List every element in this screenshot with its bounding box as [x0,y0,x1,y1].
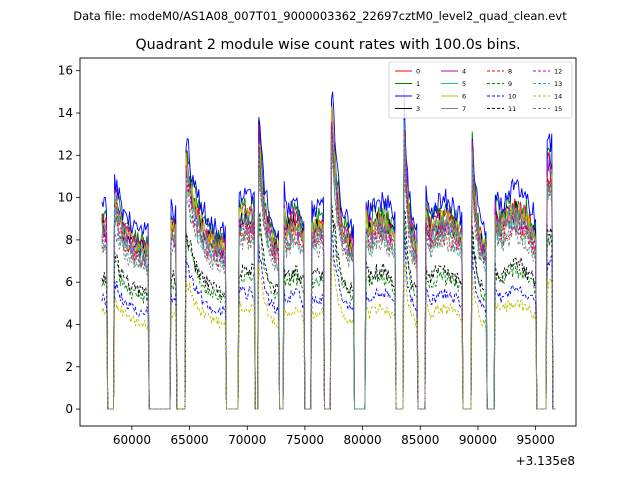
legend-label: 5 [462,80,466,88]
legend-label: 2 [416,93,420,101]
chart-suptitle: Data file: modeM0/AS1A08_007T01_90000033… [73,9,567,23]
x-tick-label: 60000 [113,433,151,447]
legend-label: 10 [508,93,516,101]
y-tick-label: 10 [58,191,73,205]
y-tick-label: 14 [58,106,73,120]
legend-label: 1 [416,80,420,88]
legend-label: 11 [508,105,516,113]
x-offset-label: +3.135e8 [516,454,575,468]
legend-label: 15 [554,105,562,113]
series-line [101,196,556,410]
legend-label: 13 [554,80,562,88]
y-tick-label: 4 [65,317,73,331]
x-tick-label: 95000 [517,433,555,447]
chart-title: Quadrant 2 module wise count rates with … [135,37,520,53]
legend-label: 3 [416,105,420,113]
y-tick-label: 16 [58,64,73,78]
legend-label: 12 [554,68,562,76]
legend-label: 8 [508,68,512,76]
legend-label: 7 [462,105,466,113]
legend-label: 6 [462,93,466,101]
x-tick-label: 75000 [286,433,324,447]
legend-label: 0 [416,68,420,76]
series-lines [101,86,556,410]
series-line [101,122,556,410]
plot-frame [79,57,577,427]
x-tick-label: 90000 [459,433,497,447]
axis-ticks: 60000 65000 70000 75000 80000 85000 90000 95000… [58,64,555,447]
x-tick-label: 85000 [401,433,439,447]
x-tick-label: 70000 [228,433,266,447]
x-tick-label: 65000 [170,433,208,447]
y-tick-label: 8 [65,233,73,247]
legend-label: 14 [554,93,562,101]
legend-label: 9 [508,80,512,88]
legend-box [388,61,573,119]
y-tick-label: 12 [58,148,73,162]
x-tick-label: 80000 [344,433,382,447]
y-tick-label: 2 [65,360,73,374]
y-tick-label: 0 [65,402,73,416]
legend-label: 4 [462,68,466,76]
series-line [101,138,556,410]
y-tick-label: 6 [65,275,73,289]
